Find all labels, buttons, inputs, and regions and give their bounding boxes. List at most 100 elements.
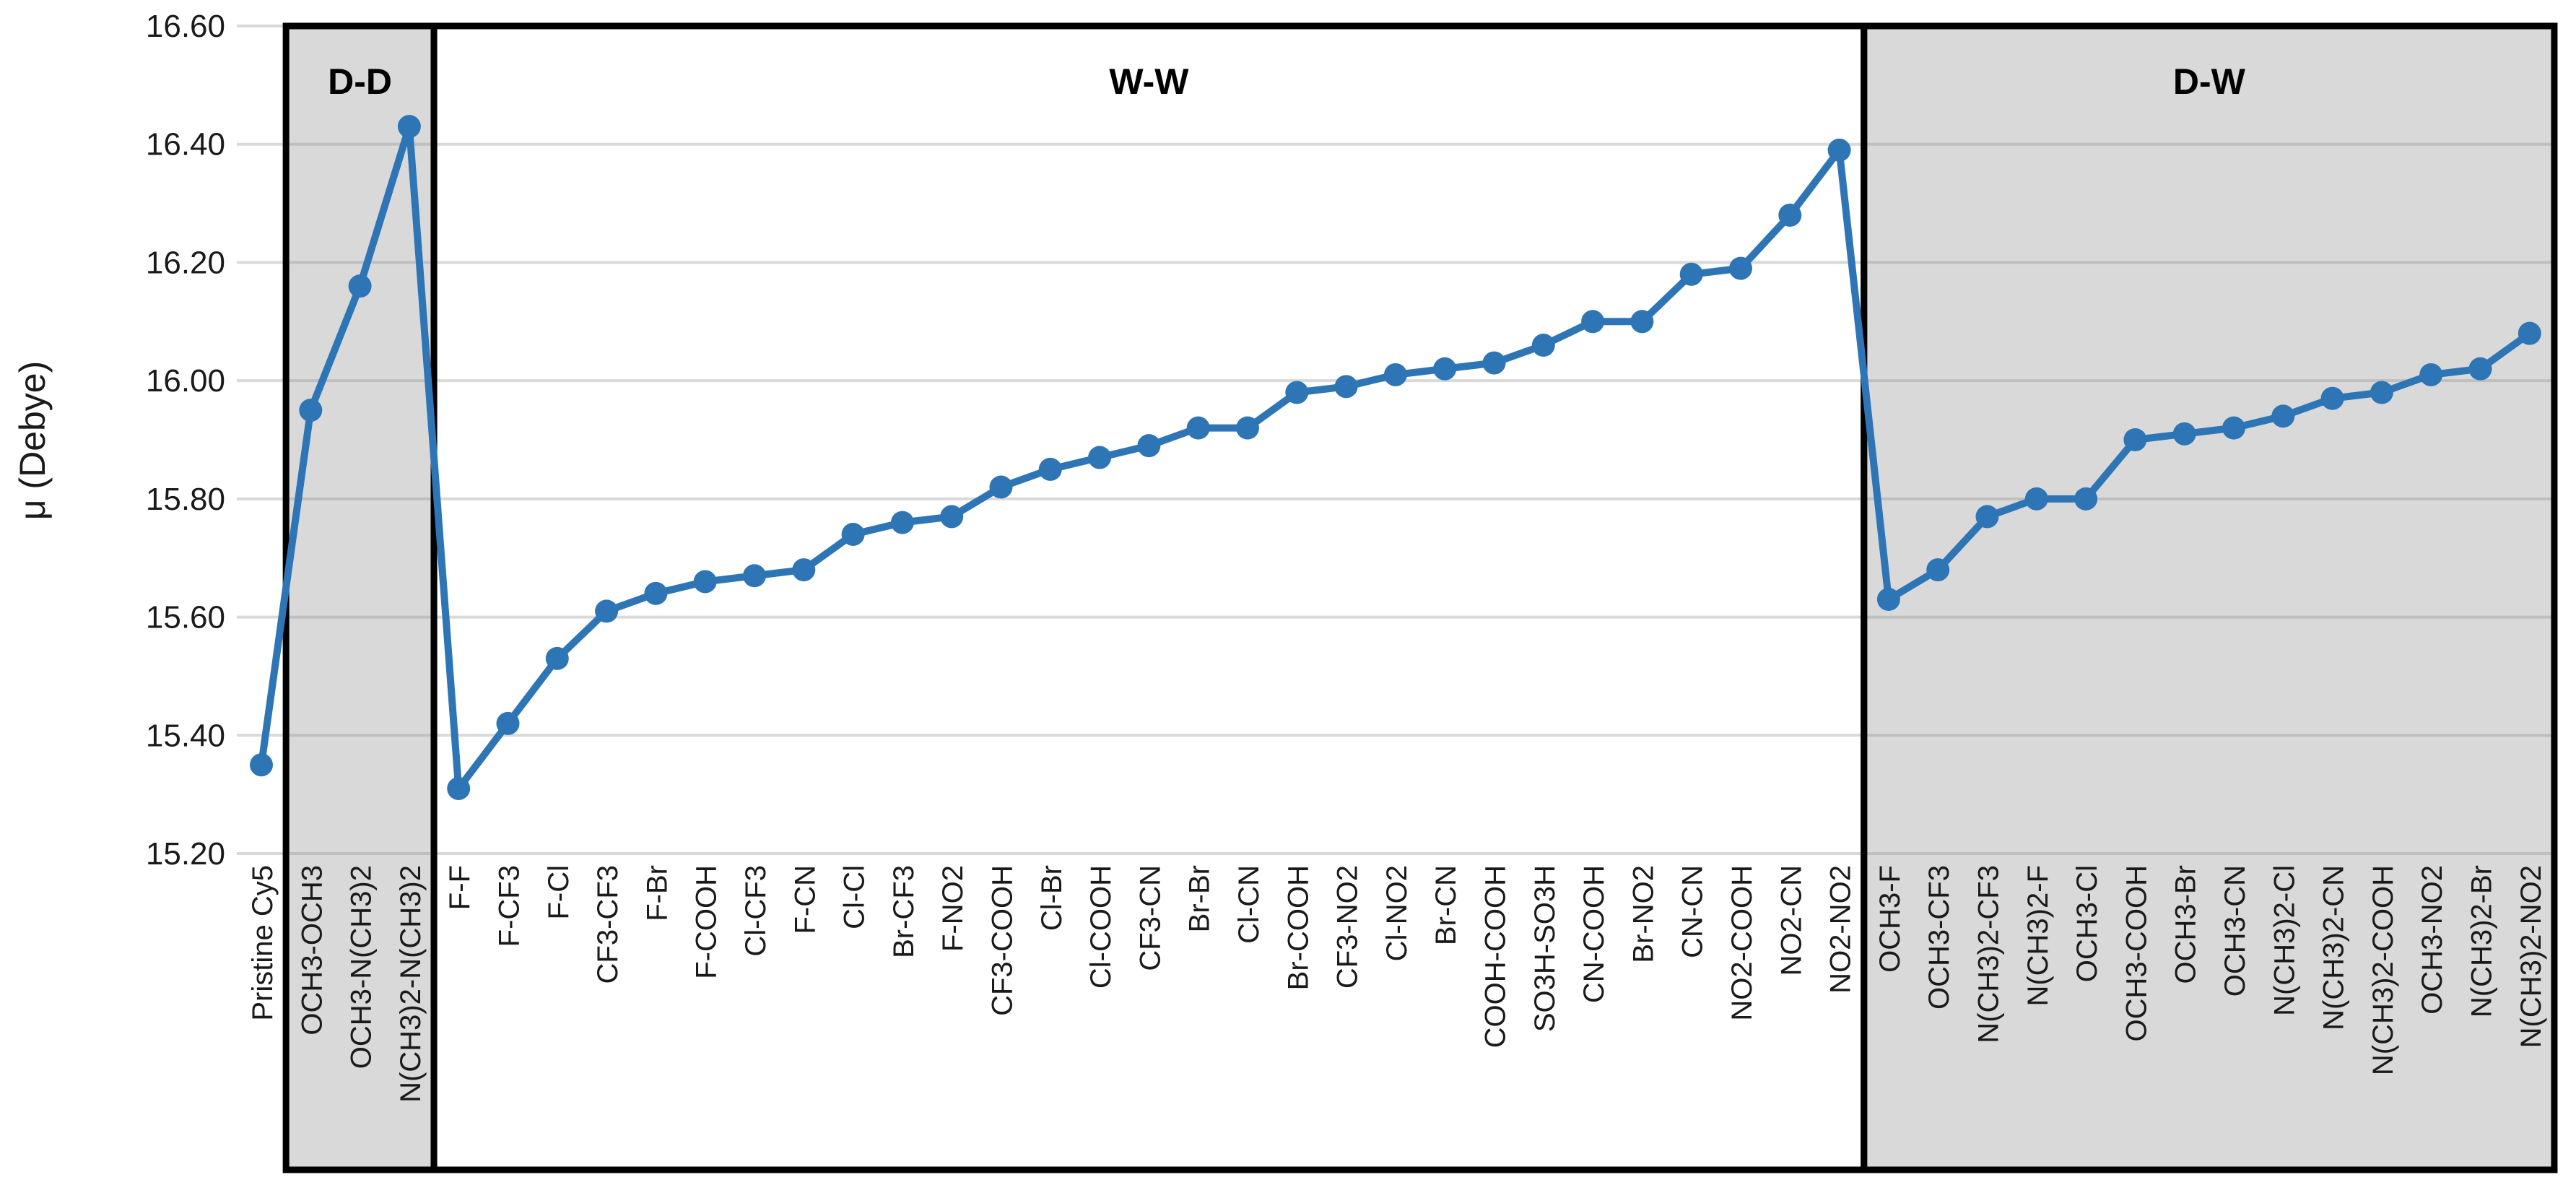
- x-tick-label-F-NO2: F-NO2: [937, 865, 969, 952]
- x-tick-label-F-Br: F-Br: [641, 865, 673, 921]
- y-tick-label-15.20: 15.20: [146, 836, 225, 872]
- x-tick-label-F-CF3: F-CF3: [494, 865, 526, 947]
- data-point-Br-Br: [1186, 416, 1210, 440]
- data-point-Pristine Cy5: [250, 753, 273, 777]
- data-point-N(CH3)2-N(CH3)2: [397, 115, 421, 139]
- data-point-F-CF3: [496, 711, 520, 735]
- x-tick-label-OCH3-COOH: OCH3-COOH: [2120, 865, 2152, 1041]
- region-panel-W-W: [434, 26, 1864, 1170]
- data-point-Br-COOH: [1285, 381, 1309, 404]
- y-tick-label-16.00: 16.00: [146, 363, 225, 399]
- x-tick-label-Br-CF3: Br-CF3: [888, 865, 920, 958]
- x-tick-label-OCH3-CF3: OCH3-CF3: [1923, 865, 1955, 1010]
- data-point-Cl-Br: [1038, 457, 1062, 481]
- x-tick-label-OCH3-Cl: OCH3-Cl: [2071, 865, 2103, 982]
- x-tick-label-OCH3-NO2: OCH3-NO2: [2416, 865, 2448, 1015]
- data-point-OCH3-N(CH3)2: [348, 274, 372, 298]
- x-tick-label-COOH-COOH: COOH-COOH: [1480, 865, 1512, 1048]
- data-point-Cl-COOH: [1088, 446, 1112, 469]
- x-tick-label-NO2-CN: NO2-CN: [1775, 865, 1807, 976]
- x-tick-label-N(CH3)2-Br: N(CH3)2-Br: [2466, 865, 2498, 1017]
- x-tick-label-CF3-CN: CF3-CN: [1134, 865, 1166, 971]
- data-point-CF3-NO2: [1334, 375, 1358, 399]
- x-tick-label-N(CH3)2-COOH: N(CH3)2-COOH: [2367, 865, 2399, 1075]
- x-tick-label-Br-CN: Br-CN: [1430, 865, 1462, 945]
- x-tick-label-F-F: F-F: [444, 865, 476, 910]
- x-tick-label-CN-CN: CN-CN: [1677, 865, 1709, 958]
- data-point-NO2-COOH: [1729, 256, 1752, 280]
- x-tick-label-N(CH3)2-CF3: N(CH3)2-CF3: [1973, 865, 2005, 1043]
- y-axis-title: μ (Debye): [12, 361, 53, 521]
- x-tick-label-N(CH3)2-F: N(CH3)2-F: [2022, 865, 2054, 1007]
- data-point-Br-NO2: [1630, 310, 1654, 334]
- region-panel-D-W: [1863, 26, 2554, 1170]
- data-point-CF3-CF3: [595, 599, 619, 623]
- x-tick-label-Cl-CN: Cl-CN: [1233, 865, 1265, 944]
- data-point-F-NO2: [940, 505, 964, 529]
- data-point-N(CH3)2-Br: [2468, 357, 2492, 381]
- data-point-OCH3-Cl: [2074, 487, 2098, 511]
- x-tick-label-SO3H-SO3H: SO3H-SO3H: [1529, 865, 1561, 1032]
- data-point-N(CH3)2-COOH: [2370, 381, 2393, 404]
- data-point-Br-CF3: [890, 511, 914, 534]
- x-tick-label-N(CH3)2-N(CH3)2: N(CH3)2-N(CH3)2: [395, 865, 427, 1103]
- x-tick-label-CF3-COOH: CF3-COOH: [987, 865, 1019, 1016]
- region-label-W-W: W-W: [1109, 61, 1189, 102]
- x-tick-label-F-CN: F-CN: [789, 865, 821, 934]
- region-panel-D-D: [286, 26, 435, 1170]
- data-point-N(CH3)2-F: [2024, 487, 2048, 511]
- region-label-D-W: D-W: [2173, 61, 2246, 102]
- data-point-CN-COOH: [1581, 310, 1605, 334]
- data-point-OCH3-OCH3: [299, 399, 323, 422]
- x-tick-label-Br-Br: Br-Br: [1184, 865, 1216, 932]
- data-point-NO2-NO2: [1827, 138, 1851, 162]
- x-tick-label-Cl-COOH: Cl-COOH: [1085, 865, 1117, 989]
- x-tick-label-OCH3-OCH3: OCH3-OCH3: [296, 865, 328, 1036]
- data-point-OCH3-CN: [2222, 416, 2245, 440]
- x-tick-label-Cl-Cl: Cl-Cl: [839, 865, 871, 929]
- data-point-CF3-COOH: [989, 475, 1013, 499]
- x-tick-label-Cl-Br: Cl-Br: [1036, 865, 1068, 931]
- data-point-SO3H-SO3H: [1531, 334, 1555, 357]
- data-point-Cl-CF3: [743, 564, 766, 588]
- x-tick-label-NO2-NO2: NO2-NO2: [1825, 865, 1857, 994]
- x-tick-label-OCH3-Br: OCH3-Br: [2170, 865, 2202, 984]
- data-point-OCH3-F: [1876, 588, 1900, 612]
- data-point-OCH3-COOH: [2123, 427, 2147, 451]
- data-point-F-Br: [644, 581, 668, 605]
- region-label-D-D: D-D: [328, 61, 392, 102]
- data-point-CN-CN: [1679, 262, 1703, 286]
- data-point-N(CH3)2-CN: [2320, 386, 2344, 410]
- x-tick-label-OCH3-N(CH3)2: OCH3-N(CH3)2: [346, 865, 378, 1069]
- data-point-Cl-Cl: [841, 522, 865, 546]
- y-tick-label-15.60: 15.60: [146, 600, 225, 635]
- x-tick-label-OCH3-CN: OCH3-CN: [2219, 865, 2251, 997]
- data-point-COOH-COOH: [1482, 351, 1506, 375]
- data-point-Cl-CN: [1236, 416, 1259, 440]
- data-point-OCH3-Br: [2172, 422, 2196, 446]
- data-point-NO2-CN: [1778, 203, 1802, 227]
- data-series-layer: [250, 115, 2541, 800]
- x-tick-label-F-COOH: F-COOH: [691, 865, 723, 979]
- data-point-N(CH3)2-NO2: [2518, 321, 2541, 345]
- y-tick-label-15.40: 15.40: [146, 718, 225, 753]
- data-point-OCH3-NO2: [2419, 363, 2443, 386]
- x-tick-label-Br-NO2: Br-NO2: [1627, 865, 1659, 963]
- data-point-F-Cl: [545, 646, 569, 670]
- x-tick-label-N(CH3)2-CN: N(CH3)2-CN: [2318, 865, 2350, 1030]
- y-tick-label-16.20: 16.20: [146, 245, 225, 280]
- x-tick-label-OCH3-F: OCH3-F: [1874, 865, 1906, 973]
- x-tick-label-Cl-CF3: Cl-CF3: [740, 865, 772, 957]
- x-tick-label-CF3-NO2: CF3-NO2: [1332, 865, 1364, 989]
- region-border-D-W: [1861, 22, 2558, 1173]
- data-point-Cl-NO2: [1383, 363, 1407, 386]
- data-point-CF3-CN: [1137, 434, 1161, 458]
- axis-labels-layer: D-D W-W D-W 16.60 16.40 16.20 16.00 15.80 15.60 1…: [146, 9, 2547, 1103]
- gridlines-layer: [237, 25, 2554, 855]
- x-tick-label-CF3-CF3: CF3-CF3: [592, 865, 624, 984]
- y-tick-label-15.80: 15.80: [146, 482, 225, 517]
- region-panels-layer: [286, 26, 2554, 1170]
- x-tick-label-NO2-COOH: NO2-COOH: [1726, 865, 1758, 1021]
